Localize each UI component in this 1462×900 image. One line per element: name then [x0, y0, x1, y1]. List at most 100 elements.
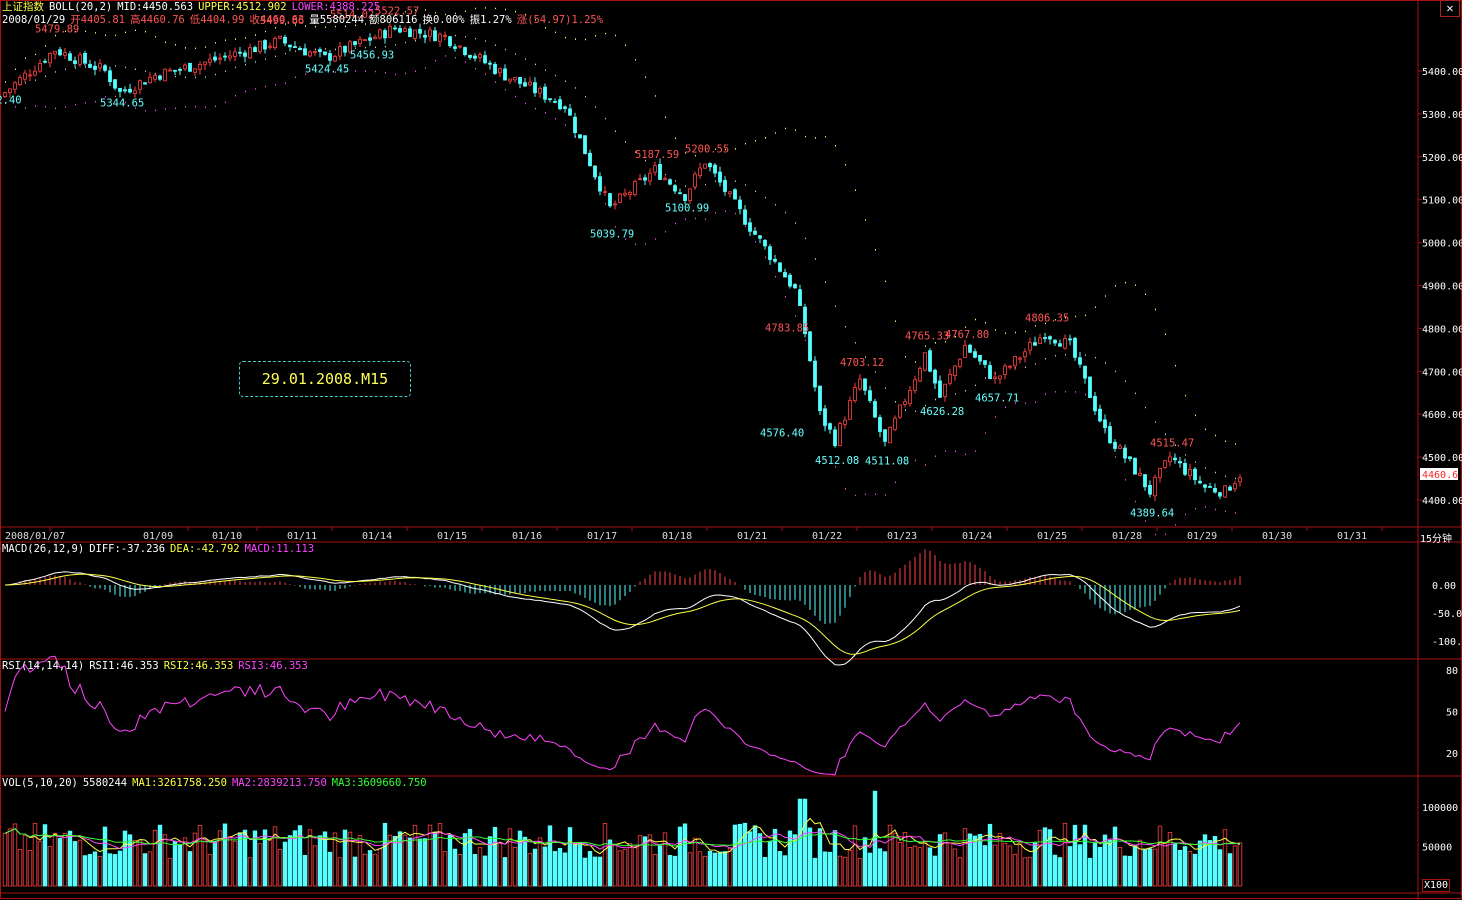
candle-body	[503, 68, 507, 81]
volume-bar	[752, 825, 758, 887]
candle-body	[983, 360, 987, 365]
volume-bar	[1142, 848, 1148, 887]
candle-body	[603, 191, 607, 193]
candle-body	[823, 408, 827, 426]
volume-bar	[1087, 857, 1093, 887]
volume-bar	[1092, 843, 1098, 887]
price-annotation: 5424.45	[305, 64, 349, 76]
candle-body	[963, 344, 967, 358]
period-label[interactable]: 15分钟	[1420, 534, 1453, 545]
candle-body	[1208, 486, 1212, 488]
candle-body	[753, 230, 757, 235]
candle-body	[538, 87, 542, 94]
price-annotation: 5039.79	[590, 229, 634, 241]
volume-bar	[1222, 829, 1228, 887]
candle-body	[438, 33, 442, 42]
volume-bar	[662, 832, 668, 887]
volume-bar	[417, 838, 423, 887]
volume-bar	[412, 825, 418, 887]
candle-body	[583, 135, 587, 154]
boll-upper: UPPER:4512.902	[198, 1, 287, 13]
candle-body	[853, 387, 857, 402]
candle-body	[643, 177, 647, 181]
volume-bar	[977, 833, 983, 887]
candle-body	[493, 63, 497, 74]
candle-body	[693, 173, 697, 188]
volume-bar	[1157, 825, 1163, 887]
volume-bar	[772, 828, 778, 887]
price-annotation: 5100.99	[665, 202, 709, 214]
candle-body	[1103, 419, 1107, 429]
candle-body	[3, 92, 7, 97]
rsi-label: RSI(14,14,14)	[2, 660, 85, 672]
candle-body	[88, 63, 92, 68]
volume-bar	[152, 829, 158, 887]
volume-bar	[932, 855, 938, 887]
volume-bar	[37, 841, 43, 887]
volume-bar	[642, 836, 648, 887]
volume-bar	[927, 847, 933, 887]
candle-body	[33, 70, 37, 76]
close-icon[interactable]: ✕	[1440, 0, 1460, 17]
candle-body	[13, 82, 17, 90]
candle-body	[1113, 441, 1117, 449]
candle-body	[298, 48, 302, 51]
candle-body	[1078, 357, 1082, 365]
candle-body	[468, 54, 472, 58]
candle-body	[863, 378, 867, 391]
date-label: 01/23	[887, 531, 917, 542]
volume-bar	[587, 851, 593, 887]
candle-body	[458, 45, 462, 48]
volume-bar	[1102, 834, 1108, 887]
volume-bar	[1112, 826, 1118, 887]
candle-body	[873, 401, 877, 418]
candle-body	[923, 352, 927, 371]
candle-body	[143, 82, 147, 85]
candle-body	[173, 69, 177, 72]
candle-body	[828, 423, 832, 430]
candle-body	[348, 41, 352, 53]
candle-body	[183, 64, 187, 70]
bar-open: 开4405.81	[70, 14, 125, 26]
candle-body	[43, 60, 47, 63]
candle-body	[323, 51, 327, 55]
candle-body	[708, 163, 712, 168]
candle-body	[238, 51, 242, 54]
candle-body	[518, 76, 522, 84]
candle-body	[678, 192, 682, 195]
candle-body	[628, 192, 632, 195]
macd-tick-label: -50.00	[1432, 609, 1462, 620]
candle-body	[1028, 342, 1032, 351]
volume-bar	[1232, 845, 1238, 887]
candle-body	[68, 53, 72, 61]
candle-body	[443, 35, 447, 37]
volume-bar	[847, 850, 853, 887]
price-annotation: 5344.65	[100, 98, 144, 110]
candle-body	[23, 72, 27, 80]
rsi-line	[4, 655, 1241, 776]
volume-bar	[687, 852, 693, 887]
volume-bar	[72, 841, 78, 887]
bar-amplitude: 振1.27%	[469, 14, 512, 26]
candle-body	[968, 344, 972, 353]
price-annotation: 4511.08	[865, 455, 909, 467]
volume-bar	[817, 828, 823, 887]
volume-bar	[492, 826, 498, 887]
candle-body	[268, 45, 272, 48]
volume-bar	[987, 823, 993, 887]
candle-body	[383, 30, 387, 39]
volume-bar	[1012, 853, 1018, 887]
volume-bar	[397, 831, 403, 887]
candle-body	[523, 82, 527, 87]
price-annotation: 4703.12	[840, 357, 884, 369]
boll-mid-band	[5, 34, 1236, 480]
candle-body	[1038, 337, 1042, 344]
candle-body	[948, 373, 952, 384]
volume-bar	[1067, 846, 1073, 887]
candle-body	[388, 26, 392, 38]
volume-bar	[762, 856, 768, 887]
candle-body	[673, 185, 677, 192]
candle-body	[158, 75, 162, 80]
candle-body	[813, 360, 817, 388]
